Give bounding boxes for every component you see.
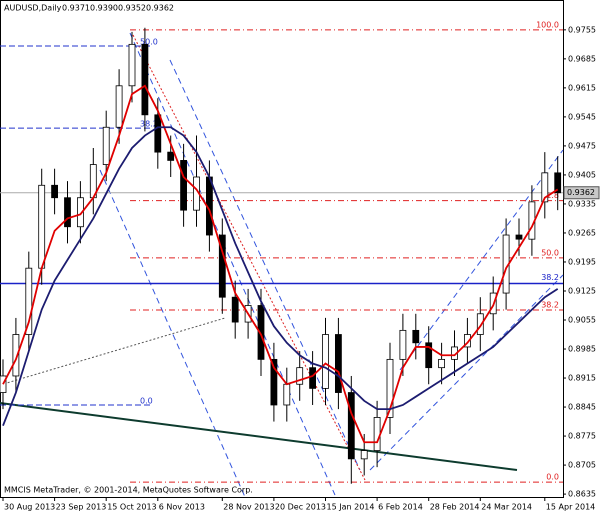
candle-body — [386, 358, 394, 418]
y-tick-label: 0.9475 — [568, 141, 596, 150]
y-tick-label: 0.8985 — [568, 345, 596, 354]
candle-body — [141, 43, 149, 116]
y-tick-label: 0.9545 — [568, 112, 596, 121]
fib-label: 38.2 — [541, 301, 559, 310]
y-tick-label: 0.9055 — [568, 316, 596, 325]
candle-body — [425, 342, 433, 369]
candle-body — [154, 114, 162, 153]
moving-average — [2, 84, 559, 444]
fib-label: 0.0 — [546, 473, 559, 482]
x-tick-label: 23 Sep 2013 — [56, 503, 107, 512]
candle-body — [231, 296, 239, 323]
ohlc-open: 0.9371 — [62, 4, 90, 13]
channel-line — [169, 59, 361, 471]
y-tick-label: 0.9615 — [568, 83, 596, 92]
candle-body — [373, 417, 381, 451]
candle-body — [64, 197, 71, 228]
ohlc-high: 0.9390 — [90, 4, 118, 13]
candle-body — [476, 313, 484, 335]
x-tick-label: 15 Apr 2014 — [546, 503, 595, 512]
candle-body — [438, 358, 446, 369]
candle-body — [12, 334, 20, 377]
candle-body — [102, 126, 110, 165]
candle-body — [322, 334, 329, 389]
candle-body — [347, 392, 355, 460]
channel-line — [369, 274, 564, 471]
candle-body — [360, 450, 368, 460]
y-tick-label: 0.9755 — [568, 25, 596, 34]
y-tick-label: 0.8915 — [568, 374, 596, 383]
y-tick-label: 0.8775 — [568, 432, 596, 441]
fib-label: 50.0 — [541, 248, 559, 257]
ohlc-low: 0.9352 — [118, 4, 146, 13]
candle-body — [270, 358, 278, 406]
x-tick-label: 6 Feb 2014 — [378, 503, 423, 512]
candle-body — [309, 367, 317, 389]
candle-body — [399, 329, 407, 360]
fib-label: 100.0 — [536, 20, 559, 29]
y-tick-label: 0.8705 — [568, 461, 596, 470]
channel-line — [399, 149, 564, 371]
candle-body — [257, 305, 265, 360]
x-tick-label: 30 Aug 2013 — [4, 503, 55, 512]
last-price-box — [563, 186, 600, 200]
candle-body — [167, 151, 175, 161]
y-tick-label: 0.9405 — [568, 170, 596, 179]
candle-body — [296, 367, 304, 385]
candle-body — [51, 184, 58, 199]
level-label: 38.2 — [541, 273, 559, 282]
moving-average — [2, 126, 559, 427]
candle-body — [554, 172, 562, 194]
candle-body — [412, 329, 420, 344]
channel-line — [129, 32, 336, 496]
footer: MMCIS MetaTrader, © 2001-2014, MetaQuote… — [4, 486, 253, 495]
candle-body — [180, 160, 188, 211]
last-price-label: 0.9362 — [567, 188, 595, 197]
candle-body — [38, 184, 46, 269]
candle-body — [77, 197, 84, 228]
fib-label: 50.0 — [140, 38, 158, 47]
trend-lines — [0, 32, 564, 498]
fib-label: 61.8 — [541, 191, 559, 200]
candle-body — [541, 172, 549, 203]
y-tick-label: 0.8845 — [568, 403, 596, 412]
ohlc-close: 0.9362 — [146, 4, 174, 13]
y-tick-label: 0.9685 — [568, 54, 596, 63]
fib-label: 38.2 — [140, 120, 158, 129]
candle-body — [334, 334, 342, 393]
fib-label: 0.0 — [140, 396, 153, 405]
y-tick-label: 0.9195 — [568, 257, 596, 266]
x-tick-label: 15 Jan 2014 — [327, 503, 375, 512]
dotted-line — [0, 317, 226, 386]
candle-body — [25, 267, 33, 335]
x-tick-label: 6 Nov 2013 — [159, 503, 205, 512]
y-tick-label: 0.8635 — [568, 490, 596, 499]
candle-body — [128, 43, 136, 87]
y-tick-label: 0.9125 — [568, 286, 596, 295]
x-tick-label: 28 Nov 2013 — [223, 503, 274, 512]
x-tick-label: 28 Feb 2014 — [430, 503, 480, 512]
y-tick-label: 0.9335 — [568, 199, 596, 208]
x-tick-label: 15 Oct 2013 — [107, 503, 156, 512]
candle-body — [115, 85, 123, 128]
y-tick-label: 0.9265 — [568, 228, 596, 237]
candle-body — [463, 334, 471, 348]
candle-body — [283, 383, 291, 406]
support-line — [0, 402, 518, 471]
candle-body — [218, 234, 226, 298]
candle-body — [515, 234, 523, 240]
symbol: AUDUSD,Daily — [4, 4, 62, 13]
x-tick-label: 20 Dec 2013 — [275, 503, 326, 512]
x-tick-label: 24 Mar 2014 — [481, 503, 532, 512]
plot-frame — [0, 0, 564, 498]
